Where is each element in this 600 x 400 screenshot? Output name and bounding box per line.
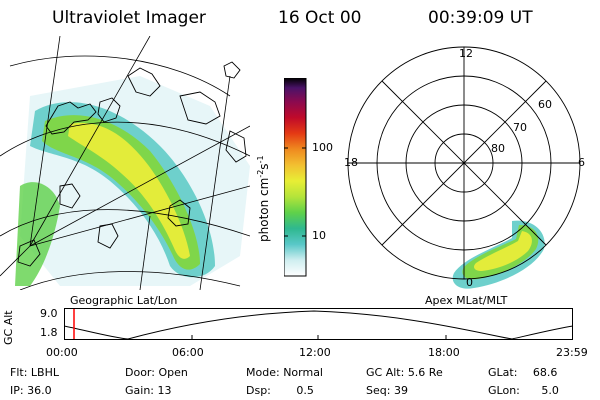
time-tick-1200: 12:00 bbox=[299, 346, 331, 359]
polar-plot bbox=[347, 46, 581, 289]
meta-gc-alt: GC Alt: 5.6 Re bbox=[366, 366, 443, 379]
mlt-label-18: 18 bbox=[344, 156, 358, 169]
latlon-grid bbox=[0, 36, 250, 290]
meta-ip: IP: 36.0 bbox=[10, 384, 52, 397]
observation-time: 00:39:09 UT bbox=[428, 8, 533, 28]
altitude-ytick-9: 9.0 bbox=[40, 307, 58, 320]
aurora-arc-lower bbox=[15, 182, 60, 286]
mlat-label-80: 80 bbox=[491, 142, 505, 155]
observation-date: 16 Oct 00 bbox=[278, 8, 362, 28]
unit-mid: s bbox=[257, 163, 271, 170]
unit-exp-2: -1 bbox=[256, 155, 265, 164]
colorbar-unit: photon cm-2s-1 bbox=[256, 155, 271, 242]
mlt-label-0: 0 bbox=[466, 276, 473, 289]
meta-gain: Gain: 13 bbox=[125, 384, 172, 397]
altitude-curve bbox=[64, 310, 574, 340]
polar-panel-label: Apex MLat/MLT bbox=[425, 294, 508, 307]
aurora-glow-core bbox=[68, 122, 190, 259]
meta-seq: Seq: 39 bbox=[366, 384, 408, 397]
unit-prefix: photon cm bbox=[257, 177, 271, 242]
time-tick-2359: 23:59 bbox=[556, 346, 588, 359]
aurora-glow-mid bbox=[42, 115, 200, 270]
altitude-plot bbox=[64, 308, 574, 340]
meta-door: Door: Open bbox=[125, 366, 188, 379]
geographic-image bbox=[0, 36, 250, 290]
polar-aurora-core bbox=[474, 231, 532, 271]
instrument-title: Ultraviolet Imager bbox=[52, 8, 206, 28]
meta-flt: Flt: LBHL bbox=[10, 366, 59, 379]
meta-glon: GLon: 5.0 bbox=[488, 384, 559, 397]
mlat-label-60: 60 bbox=[538, 98, 552, 111]
unit-exp-1: -2 bbox=[256, 169, 265, 178]
colorbar bbox=[284, 78, 307, 277]
altitude-ylabel: GC Alt bbox=[2, 310, 15, 345]
altitude-ytick-1-8: 1.8 bbox=[40, 326, 58, 339]
mlt-label-12: 12 bbox=[459, 47, 473, 60]
time-tick-1800: 18:00 bbox=[428, 346, 460, 359]
mlt-label-6: 6 bbox=[578, 156, 585, 169]
colorbar-tick-100: 100 bbox=[312, 141, 333, 154]
time-tick-0000: 00:00 bbox=[46, 346, 78, 359]
geo-panel-label: Geographic Lat/Lon bbox=[70, 294, 178, 307]
mlat-label-70: 70 bbox=[513, 121, 527, 134]
meta-dsp: Dsp: 0.5 bbox=[246, 384, 314, 397]
time-tick-0600: 06:00 bbox=[172, 346, 204, 359]
meta-mode: Mode: Normal bbox=[246, 366, 323, 379]
colorbar-tick-10: 10 bbox=[312, 229, 326, 242]
meta-glat: GLat: 68.6 bbox=[488, 366, 558, 379]
